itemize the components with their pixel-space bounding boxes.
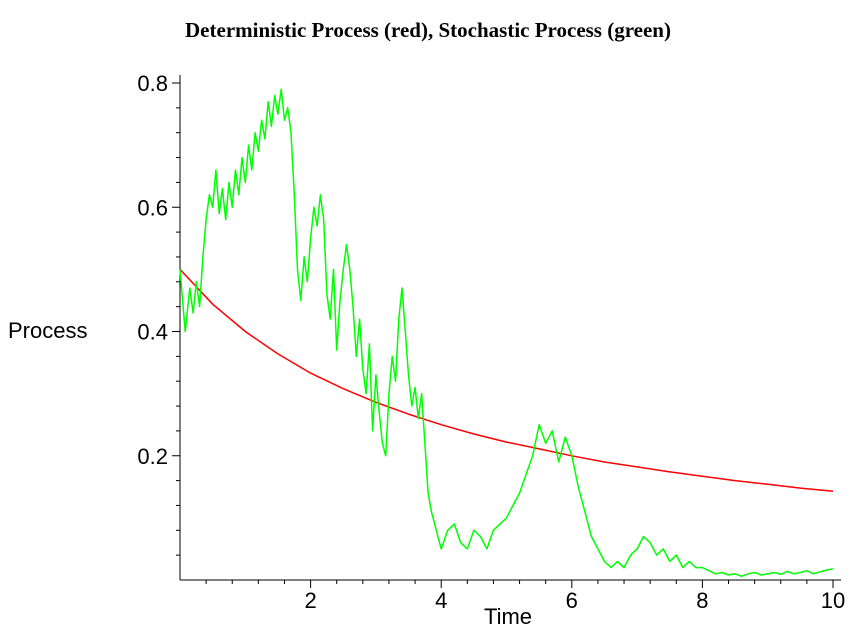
x-tick-label: 4 xyxy=(435,588,447,613)
x-tick-label: 10 xyxy=(821,588,845,613)
deterministic-series-line xyxy=(179,268,834,492)
series-layer xyxy=(179,88,834,578)
y-tick-label: 0.6 xyxy=(137,195,168,220)
y-axis-label: Process xyxy=(8,318,87,343)
x-tick-label: 8 xyxy=(696,588,708,613)
x-tick-label: 6 xyxy=(566,588,578,613)
x-axis-label: Time xyxy=(484,604,532,629)
axes: 2 4 6 8 10 0.2 0.4 0.6 0.8 xyxy=(137,71,845,613)
stochastic-series-line xyxy=(179,88,834,578)
x-tick-label: 2 xyxy=(304,588,316,613)
y-tick-label: 0.2 xyxy=(137,444,168,469)
y-tick-label: 0.8 xyxy=(137,71,168,96)
chart-title: Deterministic Process (red), Stochastic … xyxy=(185,18,671,42)
y-tick-label: 0.4 xyxy=(137,320,168,345)
